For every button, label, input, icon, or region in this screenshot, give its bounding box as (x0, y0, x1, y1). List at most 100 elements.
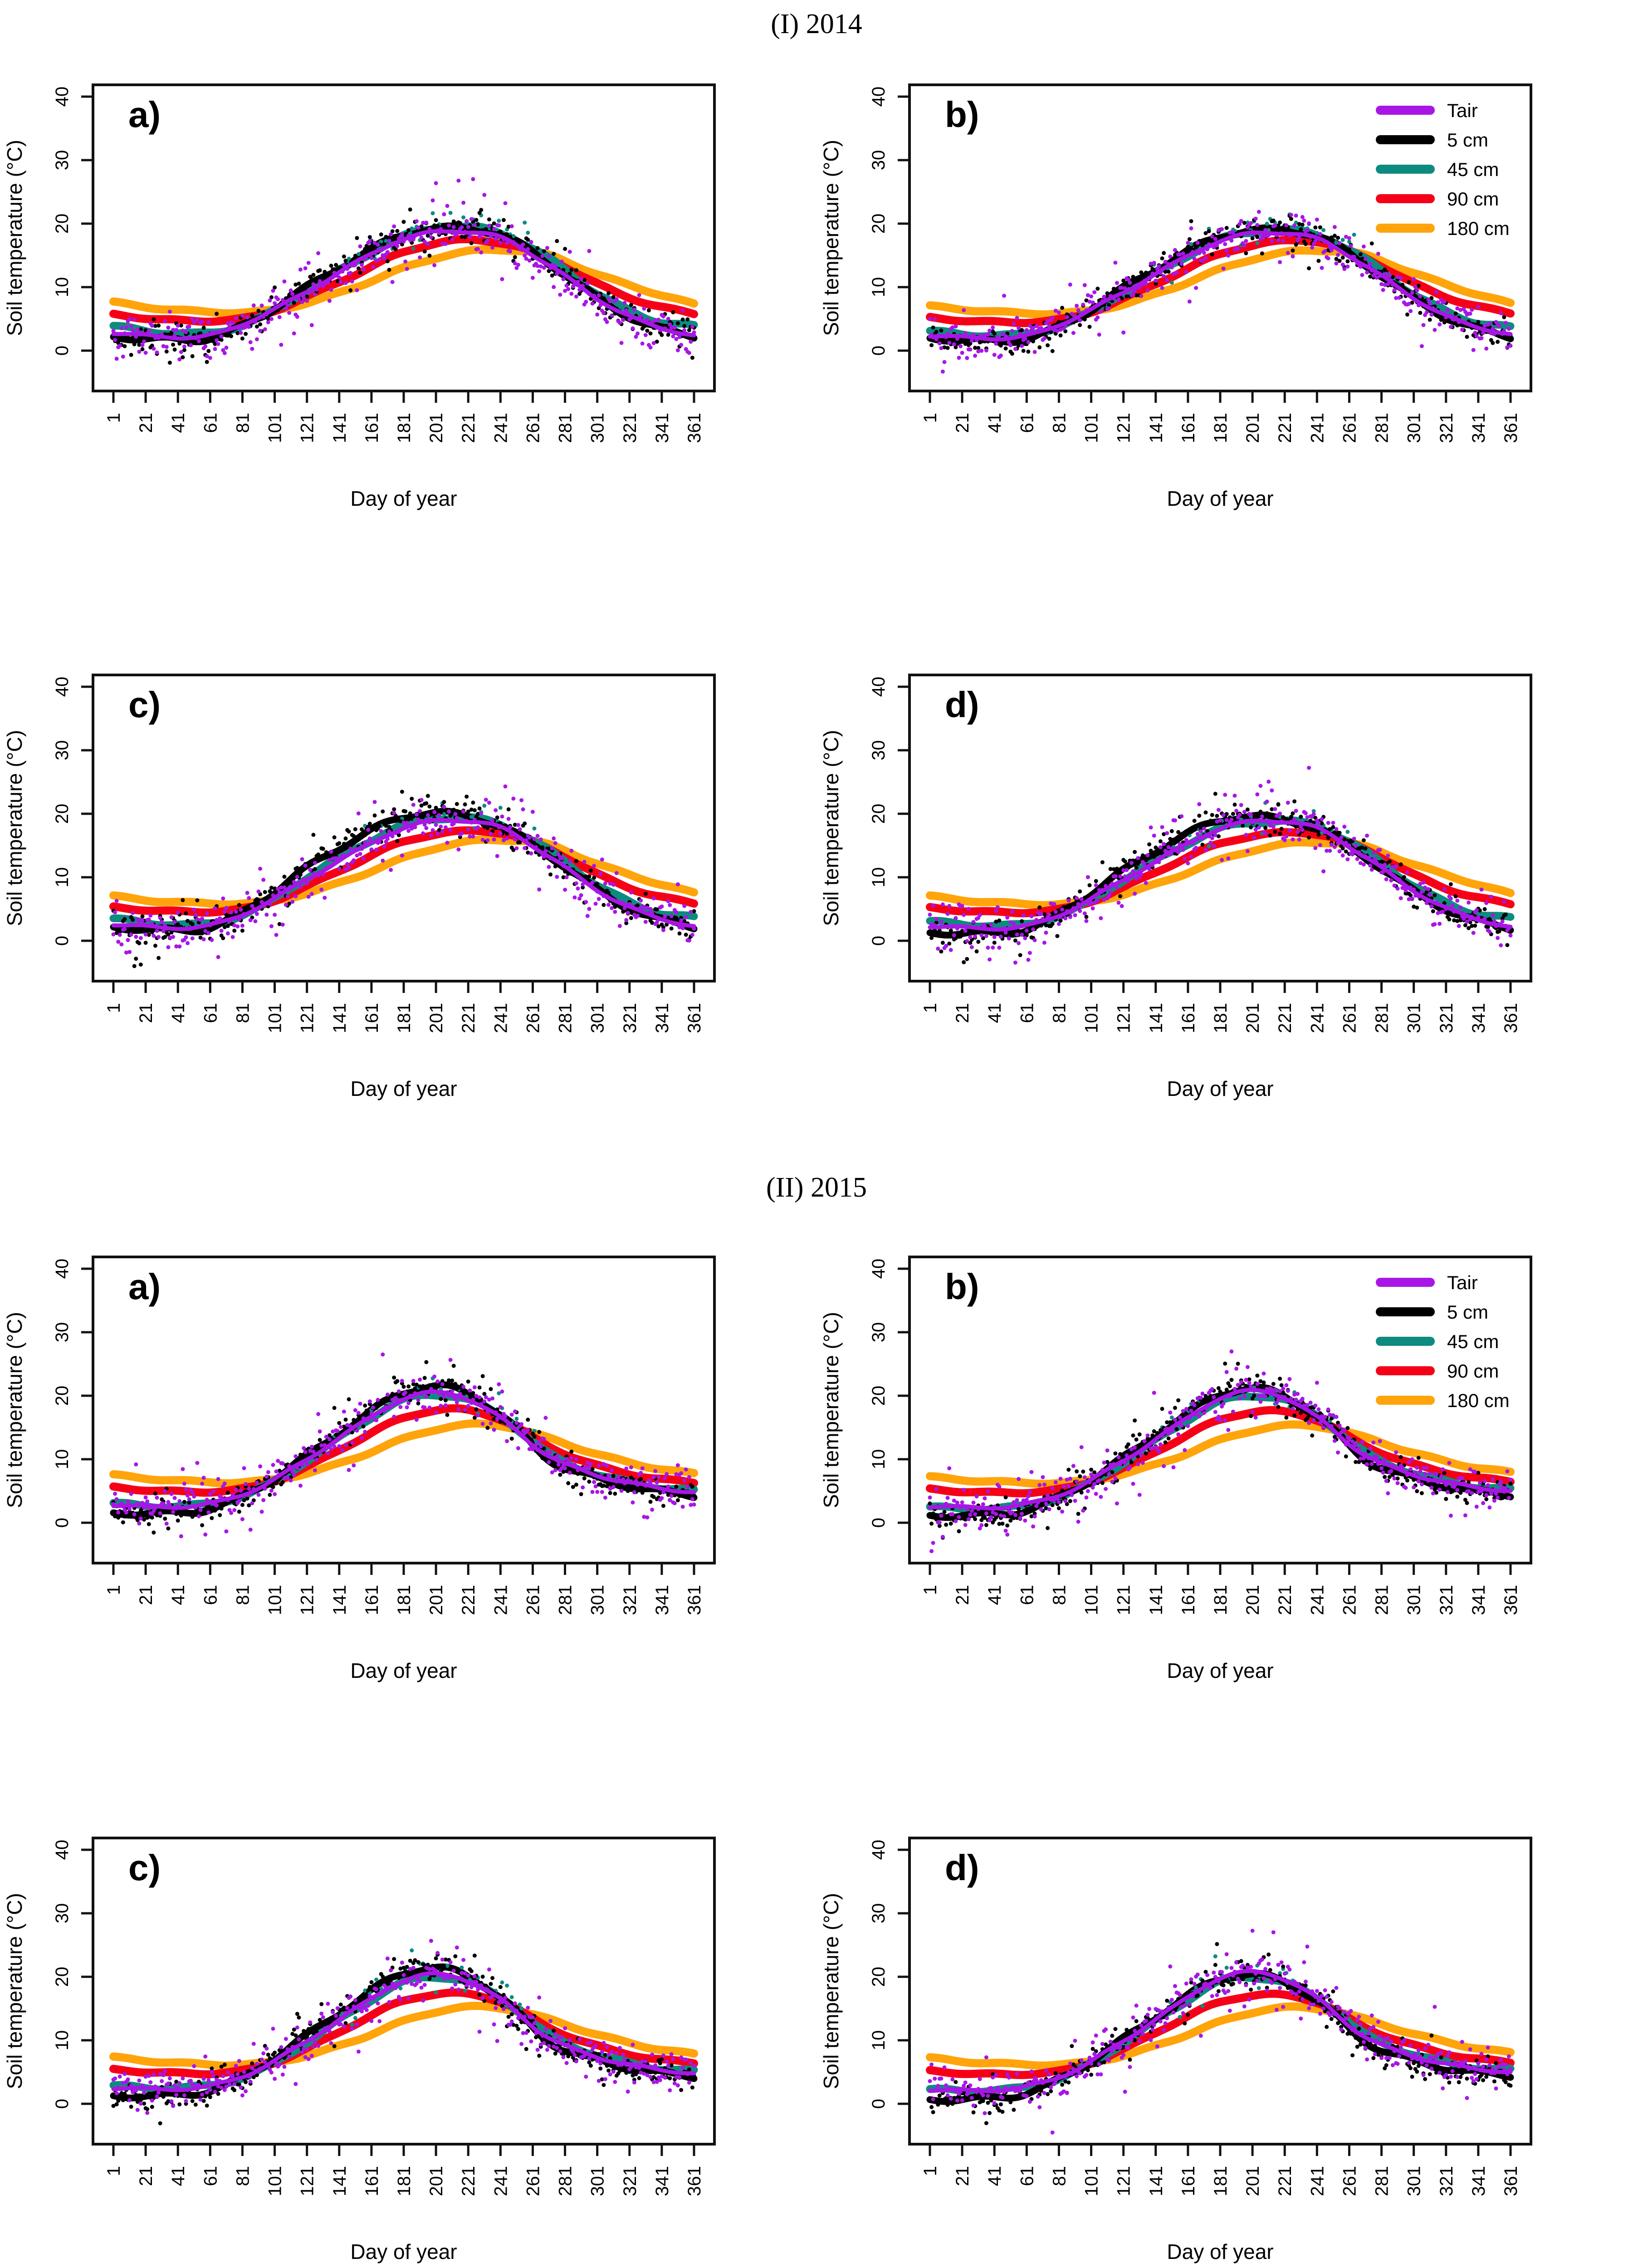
scatter-Tair (245, 1493, 249, 1497)
scatter-5cm (1412, 904, 1416, 909)
scatter-5cm (280, 1480, 285, 1485)
scatter-5cm (685, 317, 690, 322)
scatter-Tair (405, 267, 409, 271)
scatter-5cm (419, 224, 424, 229)
scatter-45cm (460, 1965, 464, 1970)
scatter-Tair (992, 1505, 997, 1509)
scatter-Tair (1116, 900, 1121, 905)
scatter-Tair (1002, 1514, 1007, 1519)
scatter-5cm (337, 841, 342, 846)
x-tick-label: 241 (491, 1003, 511, 1033)
scatter-Tair (1460, 1476, 1464, 1481)
scatter-Tair (358, 1402, 362, 1406)
scatter-Tair (458, 1392, 462, 1396)
scatter-5cm (1087, 883, 1092, 888)
scatter-Tair (1368, 863, 1373, 868)
scatter-Tair (1284, 223, 1289, 228)
scatter-Tair (1145, 288, 1150, 293)
scatter-Tair (1263, 228, 1268, 232)
scatter-Tair (171, 327, 176, 332)
scatter-Tair (427, 820, 432, 825)
scatter-Tair (1224, 248, 1229, 253)
scatter-Tair (661, 928, 665, 932)
scatter-Tair (1221, 813, 1226, 817)
scatter-5cm (492, 221, 496, 226)
scatter-Tair (692, 330, 696, 335)
scatter-Tair (145, 1499, 150, 1504)
scatter-Tair (319, 1443, 324, 1447)
scatter-Tair (610, 313, 614, 318)
scatter-Tair (656, 1475, 661, 1479)
scatter-Tair (1371, 850, 1376, 855)
scatter-5cm (567, 271, 572, 276)
scatter-5cm (1134, 865, 1139, 870)
scatter-Tair (198, 1508, 203, 1512)
scatter-Tair (430, 1389, 435, 1394)
scatter-Tair (290, 292, 295, 296)
scatter-Tair (1410, 896, 1414, 901)
scatter-Tair (1050, 1486, 1055, 1491)
x-tick-label: 101 (1082, 413, 1102, 443)
scatter-5cm (1476, 1471, 1481, 1475)
scatter-45cm (1352, 233, 1356, 237)
scatter-5cm (421, 815, 425, 820)
scatter-Tair (182, 1481, 186, 1486)
scatter-5cm (629, 916, 633, 920)
scatter-Tair (1084, 919, 1089, 923)
scatter-Tair (1002, 926, 1007, 931)
scatter-Tair (1455, 1488, 1460, 1492)
series-curve-180cm (926, 246, 1515, 319)
scatter-Tair (1145, 853, 1150, 857)
scatter-5cm (305, 294, 309, 299)
scatter-Tair (969, 338, 974, 343)
scatter-Tair (203, 1532, 208, 1537)
scatter-Tair (1410, 1457, 1414, 1461)
scatter-Tair (928, 1495, 932, 1500)
scatter-5cm (1131, 274, 1135, 279)
scatter-5cm (579, 1492, 583, 1496)
scatter-5cm (1168, 837, 1173, 841)
x-tick-label: 261 (1340, 1585, 1359, 1615)
scatter-5cm (258, 322, 263, 327)
scatter-Tair (213, 906, 217, 910)
scatter-Tair (665, 919, 669, 924)
series-curve-180cm (109, 2002, 698, 2070)
scatter-5cm (1184, 1412, 1188, 1416)
scatter-5cm (1095, 286, 1100, 291)
scatter-Tair (945, 332, 950, 336)
scatter-Tair (1075, 896, 1079, 900)
scatter-5cm (1444, 910, 1448, 914)
scatter-Tair (1369, 269, 1374, 273)
scatter-Tair (482, 1399, 487, 1404)
scatter-5cm (574, 268, 578, 273)
scatter-Tair (1231, 823, 1235, 827)
scatter-Tair (648, 1481, 653, 1485)
scatter-Tair (1097, 888, 1101, 892)
scatter-5cm (1050, 349, 1055, 353)
x-axis-title: Day of year (1167, 1659, 1273, 1682)
scatter-5cm (965, 957, 969, 961)
scatter-Tair (443, 825, 448, 830)
scatter-Tair (1110, 881, 1115, 886)
scatter-Tair (1467, 900, 1471, 905)
scatter-Tair (508, 1423, 513, 1427)
scatter-Tair (994, 342, 998, 346)
scatter-Tair (484, 1395, 488, 1399)
scatter-5cm (1018, 953, 1022, 958)
scatter-Tair (113, 910, 117, 914)
scatter-Tair (1352, 836, 1356, 841)
scatter-5cm (940, 940, 945, 945)
scatter-5cm (308, 862, 313, 866)
scatter-Tair (1369, 867, 1374, 872)
scatter-Tair (371, 265, 375, 269)
scatter-5cm (477, 1385, 482, 1390)
scatter-Tair (1090, 906, 1095, 911)
scatter-5cm (1383, 1475, 1387, 1479)
scatter-5cm (650, 920, 655, 925)
scatter-5cm (939, 949, 944, 954)
scatter-Tair (1165, 1427, 1169, 1431)
scatter-5cm (406, 1384, 411, 1389)
panel-letter: c) (128, 684, 161, 725)
scatter-Tair (422, 240, 427, 244)
scatter-Tair (1503, 1486, 1508, 1490)
